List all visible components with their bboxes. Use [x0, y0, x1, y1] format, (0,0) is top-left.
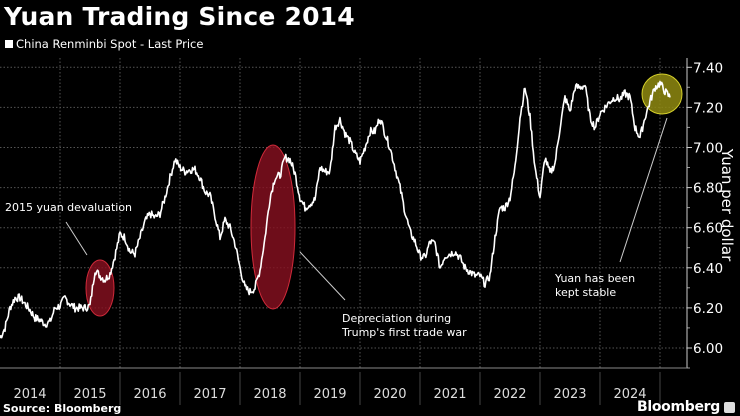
x-tick-label: 2014 [13, 387, 46, 402]
legend: China Renminbi Spot - Last Price [5, 37, 203, 51]
annotation-2024-line2: kept stable [555, 286, 616, 299]
highlight-2018 [250, 144, 296, 310]
x-tick-label: 2019 [313, 387, 346, 402]
y-tick-label: 7.40 [693, 60, 723, 76]
y-tick-label: 7.00 [693, 141, 723, 157]
x-tick-label: 2024 [613, 387, 646, 402]
highlight-2024 [641, 73, 683, 115]
annotation-2018-line2: Trump's first trade war [341, 326, 467, 339]
x-tick-label: 2022 [493, 387, 526, 402]
x-tick-label: 2017 [193, 387, 226, 402]
annotation-arrow-2024 [619, 117, 668, 263]
annotation-arrow-2015 [65, 221, 88, 256]
y-tick-label: 6.00 [693, 341, 723, 357]
x-tick-label: 2020 [373, 387, 406, 402]
y-tick-label: 7.20 [693, 100, 723, 116]
y-tick-label: 6.20 [693, 301, 723, 317]
chart-title: Yuan Trading Since 2014 [4, 2, 355, 31]
legend-label: China Renminbi Spot - Last Price [16, 37, 204, 51]
highlight-2015 [85, 259, 115, 317]
x-tick-label: 2023 [553, 387, 586, 402]
y-axis-label: Yuan per dollar [718, 148, 736, 262]
x-tick-label: 2016 [133, 387, 166, 402]
brand-logo: Bloomberg [636, 399, 720, 415]
y-tick-label: 6.40 [693, 261, 723, 277]
x-tick-label: 2018 [253, 387, 286, 402]
annotation-2018-line1: Depreciation during [342, 312, 451, 325]
bloomberg-icon [724, 402, 735, 413]
annotation-2015: 2015 yuan devaluation [5, 201, 132, 214]
legend-swatch [5, 40, 13, 48]
annotation-2024-line1: Yuan has been [554, 272, 635, 285]
x-tick-label: 2021 [433, 387, 466, 402]
series-line-cny [0, 80, 671, 339]
source-note: Source: Bloomberg [3, 402, 122, 415]
x-tick-label: 2015 [73, 387, 106, 402]
annotation-arrow-2018 [299, 251, 346, 301]
y-tick-label: 6.60 [693, 221, 723, 237]
y-tick-label: 6.80 [693, 181, 723, 197]
